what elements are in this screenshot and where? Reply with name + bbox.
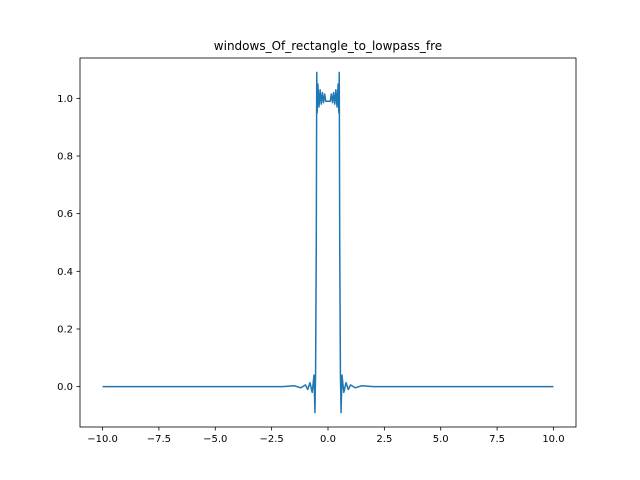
x-tick-label: 10.0 [542,434,564,445]
y-tick-label: 1.0 [57,94,73,105]
x-tick-label: −5.0 [203,434,227,445]
y-tick-label: 0.2 [57,324,73,335]
y-axis-ticks: 0.0 0.2 0.4 0.6 0.8 1.0 [57,94,80,393]
x-axis-ticks: −10.0 −7.5 −5.0 −2.5 0.0 2.5 5.0 7.5 10.0 [87,427,565,445]
x-tick-label: −7.5 [147,434,171,445]
x-tick-label: 7.5 [489,434,505,445]
x-tick-label: 0.0 [320,434,336,445]
axes-frame [79,57,577,428]
x-tick-label: 2.5 [376,434,392,445]
y-tick-label: 0.6 [57,209,73,220]
y-tick-label: 0.4 [57,267,73,278]
plot-area [102,71,554,414]
x-tick-label: −2.5 [259,434,283,445]
chart-title: windows_Of_rectangle_to_lowpass_fre [214,39,442,53]
y-tick-label: 0.8 [57,152,73,163]
series-line-1 [102,71,554,414]
x-tick-label: 5.0 [433,434,449,445]
x-tick-label: −10.0 [87,434,118,445]
y-tick-label: 0.0 [57,382,73,393]
